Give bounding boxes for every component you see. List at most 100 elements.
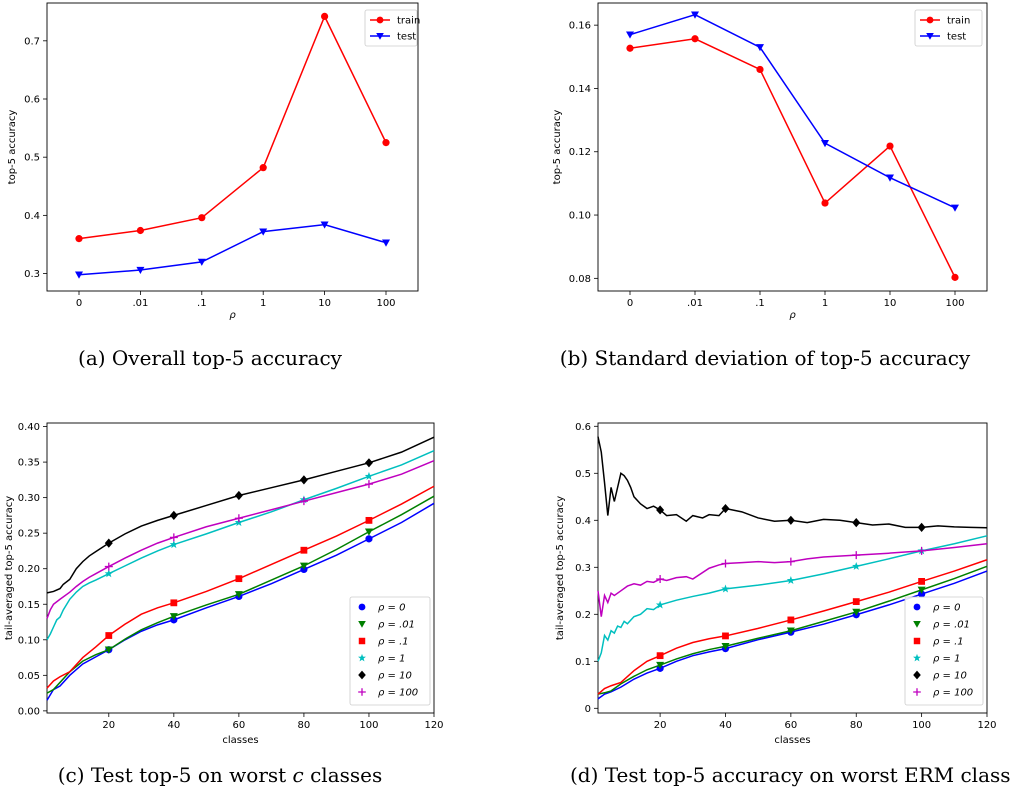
- legend-marker: [358, 653, 366, 662]
- data-point: [169, 510, 178, 521]
- series-train: [626, 35, 959, 281]
- series--10: [597, 436, 988, 532]
- data-point: [821, 140, 829, 148]
- legend-label: ρ = .01: [933, 620, 970, 631]
- legend-label: ρ = .01: [378, 620, 415, 631]
- legend-label: ρ = 0: [933, 603, 960, 614]
- data-point: [886, 174, 894, 182]
- series-line: [597, 570, 988, 700]
- data-point: [691, 11, 699, 19]
- x-tick-label: 40: [167, 720, 180, 731]
- x-tick-label: .1: [755, 298, 765, 309]
- series--10: [46, 436, 435, 594]
- caption-d: (d) Test top-5 accuracy on worst ERM cla…: [570, 763, 1011, 787]
- x-tick-label: 10: [884, 298, 897, 309]
- legend-label: ρ = .1: [933, 637, 964, 648]
- x-tick-label: .01: [132, 298, 148, 309]
- x-tick-label: 100: [912, 720, 931, 731]
- series--.01: [597, 565, 988, 695]
- data-point: [299, 475, 308, 485]
- data-point: [852, 561, 861, 570]
- caption-c: (c) Test top-5 on worst c classes: [58, 763, 383, 787]
- data-point: [951, 204, 959, 212]
- data-point: [198, 214, 206, 222]
- series-line: [629, 37, 956, 278]
- x-tick-label: 120: [977, 720, 996, 731]
- legend-label: ρ = 10: [933, 671, 967, 682]
- data-point: [382, 239, 390, 247]
- x-axis-label: ρ: [789, 310, 796, 321]
- data-point: [169, 533, 178, 542]
- x-tick-label: 1: [260, 298, 266, 309]
- x-tick-label: 40: [719, 720, 732, 731]
- data-point: [917, 546, 926, 555]
- data-point: [786, 557, 795, 566]
- y-tick-label: 0.4: [575, 516, 591, 527]
- data-point: [691, 35, 699, 43]
- y-tick-label: 0.05: [18, 671, 40, 682]
- legend-marker: [376, 16, 384, 24]
- y-tick-label: 0.6: [575, 422, 591, 433]
- series-train: [75, 12, 390, 243]
- y-tick-label: 0.40: [18, 422, 40, 433]
- data-point: [105, 632, 113, 639]
- axes-frame: [46, 422, 435, 714]
- x-tick-label: 1: [822, 298, 828, 309]
- panel-d-worst-erm-class: 0 0.1 0.2 0.3 0.4 0.5 0.6 20 40 60 80 100 120 classes…: [555, 422, 997, 746]
- x-tick-label: 60: [784, 720, 797, 731]
- legend-label: test: [397, 32, 416, 43]
- y-tick-label: 0.5: [575, 469, 591, 480]
- x-tick-label: 0: [76, 298, 82, 309]
- legend-label: ρ = 1: [378, 654, 405, 665]
- data-point: [75, 271, 83, 279]
- y-tick-label: 0.35: [18, 458, 40, 469]
- data-point: [626, 31, 634, 39]
- y-tick-label: 0.00: [18, 706, 40, 717]
- legend-label: ρ = 0: [378, 603, 405, 614]
- y-tick-label: 0.1: [575, 657, 591, 668]
- data-point: [787, 616, 795, 624]
- legend-marker: [358, 603, 366, 611]
- data-point: [852, 518, 861, 528]
- legend-label: ρ = 100: [933, 688, 973, 699]
- legend-marker: [926, 32, 934, 40]
- series-line: [46, 450, 435, 641]
- data-point: [365, 516, 373, 524]
- data-point: [786, 627, 795, 635]
- legend-label: test: [947, 32, 966, 43]
- legend-marker: [913, 603, 921, 611]
- data-point: [756, 65, 764, 74]
- caption-c-suffix: classes: [304, 763, 383, 787]
- data-point: [234, 490, 243, 501]
- y-tick-label: 0.30: [18, 493, 40, 504]
- y-tick-label: 0.08: [569, 274, 591, 285]
- data-point: [136, 266, 145, 275]
- y-tick-label: 0.20: [18, 564, 40, 575]
- legend-marker: [358, 670, 366, 680]
- data-point: [382, 139, 390, 147]
- data-point: [917, 586, 926, 594]
- legend-label: ρ = 1: [933, 654, 960, 665]
- y-axis-label: top-5 accuracy: [552, 110, 563, 185]
- series-line: [597, 559, 988, 695]
- legend-marker: [913, 653, 921, 662]
- data-point: [852, 551, 861, 560]
- x-axis-label: ρ: [229, 310, 236, 321]
- legend-label: train: [397, 16, 420, 27]
- legend-marker: [913, 637, 921, 645]
- x-tick-label: 0: [627, 298, 633, 309]
- data-point: [169, 613, 178, 621]
- legend: train test: [914, 9, 983, 47]
- x-tick-label: .01: [687, 298, 703, 309]
- data-point: [886, 142, 894, 150]
- y-tick-label: 0.7: [24, 36, 40, 47]
- series-test: [626, 11, 959, 212]
- y-tick-label: 0.4: [24, 211, 40, 222]
- y-tick-label: 0.12: [569, 147, 591, 158]
- data-point: [656, 505, 665, 515]
- data-point: [721, 503, 730, 514]
- data-point: [656, 652, 664, 660]
- series-line: [46, 459, 435, 619]
- legend-marker: [358, 620, 366, 628]
- data-point: [235, 575, 243, 583]
